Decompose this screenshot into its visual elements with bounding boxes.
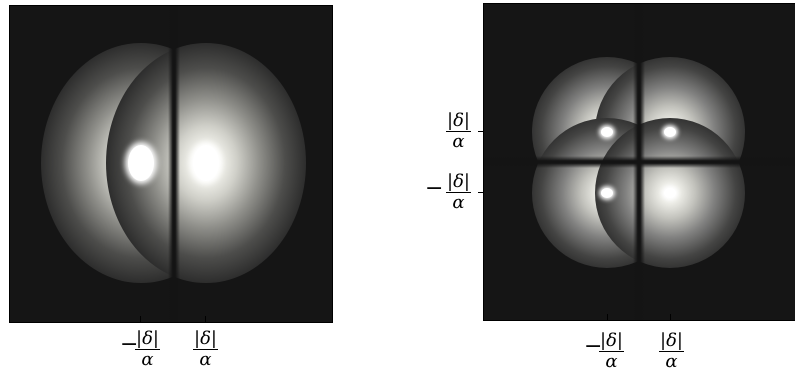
left-vertical-node bbox=[168, 6, 180, 322]
right-x-label-negative-sign: − bbox=[584, 334, 603, 359]
left-x-label-positive-numerator: |δ| bbox=[193, 328, 218, 350]
right-x-tick-negative bbox=[607, 314, 608, 320]
right-y-tick-positive bbox=[478, 131, 484, 132]
left-x-label-negative: |δ| α bbox=[135, 330, 160, 369]
right-y-label-positive-denominator: α bbox=[452, 131, 465, 152]
right-peak-top-left bbox=[601, 127, 613, 137]
left-x-label-negative-denominator: α bbox=[141, 349, 154, 370]
left-x-label-negative-sign: − bbox=[120, 332, 139, 357]
right-x-label-positive: |δ| α bbox=[659, 332, 684, 371]
right-x-label-negative: |δ| α bbox=[599, 332, 624, 371]
right-x-tick-positive bbox=[670, 314, 671, 320]
left-x-label-positive-denominator: α bbox=[199, 349, 212, 370]
right-peak-top-right bbox=[664, 127, 676, 137]
right-x-label-negative-numerator: |δ| bbox=[599, 330, 624, 352]
right-peak-bottom-left bbox=[601, 188, 613, 198]
left-peak-positive bbox=[193, 145, 219, 181]
right-y-label-negative: |δ| α bbox=[446, 173, 471, 212]
right-horizontal-node bbox=[484, 156, 795, 168]
right-x-label-positive-denominator: α bbox=[665, 351, 678, 372]
left-x-tick-positive bbox=[205, 316, 206, 322]
left-x-label-positive: |δ| α bbox=[193, 330, 218, 369]
right-y-label-negative-sign: − bbox=[425, 176, 444, 201]
right-x-label-positive-numerator: |δ| bbox=[659, 330, 684, 352]
right-peak-bottom-right bbox=[664, 188, 676, 198]
left-x-label-negative-numerator: |δ| bbox=[135, 328, 160, 350]
left-x-tick-negative bbox=[140, 316, 141, 322]
right-y-label-negative-numerator: |δ| bbox=[446, 171, 471, 193]
right-y-label-negative-denominator: α bbox=[452, 192, 465, 213]
right-density-plot bbox=[483, 3, 795, 321]
right-x-label-negative-denominator: α bbox=[605, 351, 618, 372]
right-y-label-positive-numerator: |δ| bbox=[446, 110, 471, 132]
right-y-tick-negative bbox=[478, 192, 484, 193]
left-peak-negative bbox=[128, 145, 154, 181]
right-y-label-positive: |δ| α bbox=[446, 112, 471, 151]
left-density-plot bbox=[9, 5, 333, 323]
